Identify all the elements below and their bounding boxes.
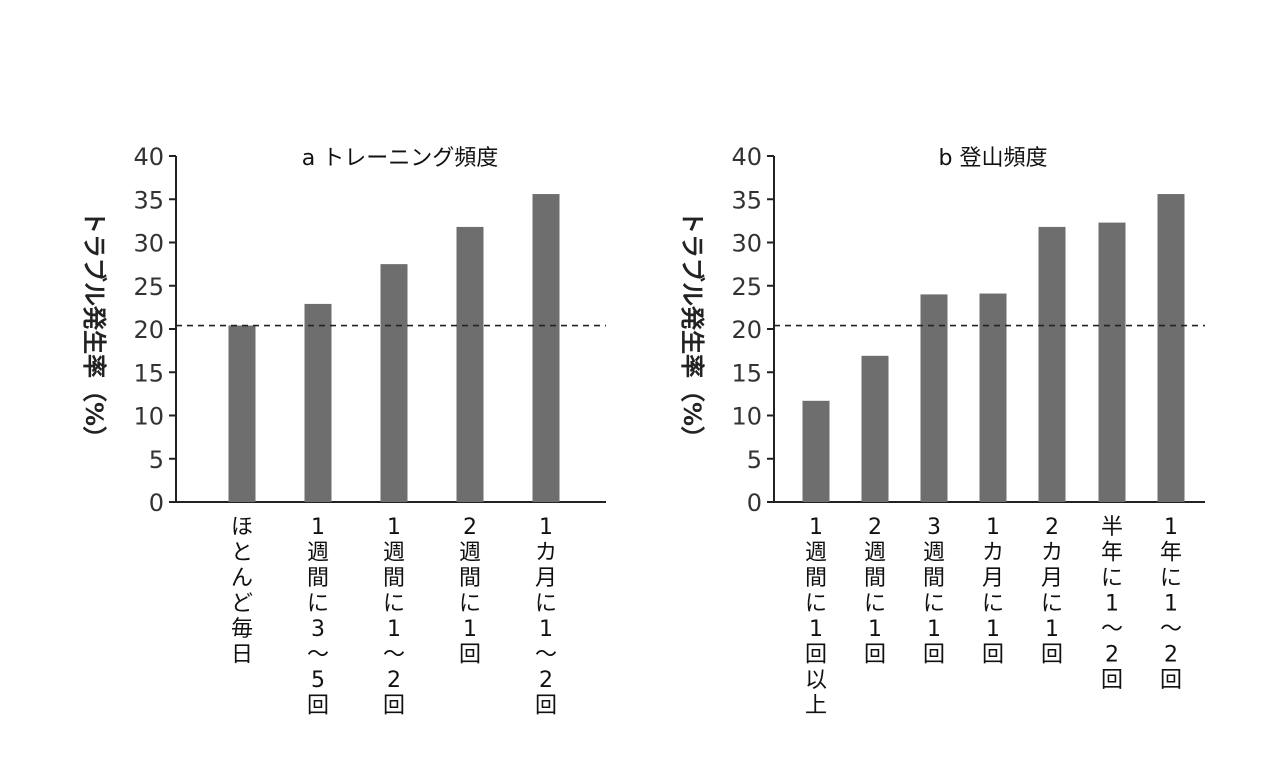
y-tick-label: 15 [133,359,164,387]
y-tick-label: 10 [731,403,762,431]
bar [802,400,830,502]
x-category-label: 3 週間に 1 回 [923,515,945,668]
y-tick-label: 5 [149,446,164,474]
y-tick-label: 5 [747,446,762,474]
x-category-label: 2 カ月に 1 回 [1041,515,1063,668]
bar [304,303,332,502]
x-category-label: 1 年に 1 ～ 2 回 [1160,515,1182,693]
bar [920,294,948,502]
bar [979,293,1007,502]
y-axis-label: トラブル発生率（%） [678,210,706,450]
chart-panel-training: a トレーニング頻度 トラブル発生率（%） 0 5 10 15 20 25 30 35 40 ほと… [80,143,606,719]
chart-title: b 登山頻度 [939,146,1048,171]
x-category-label: ほとんど毎日 [231,515,253,668]
y-tick-label: 40 [133,143,164,171]
bar [380,264,408,502]
y-tick-label: 30 [133,230,164,258]
chart-title: a トレーニング頻度 [302,146,498,171]
y-tick-label: 25 [731,273,762,301]
y-tick-label: 25 [133,273,164,301]
y-tick-label: 20 [133,316,164,344]
y-tick-label: 20 [731,316,762,344]
x-category-label: 1 週間に 1 ～ 2 回 [383,515,405,719]
y-tick-label: 15 [731,359,762,387]
bar [1098,222,1126,503]
x-category-label: 1 週間に 3 ～ 5 回 [307,515,329,719]
chart-panel-climbing: b 登山頻度 トラブル発生率（%） 0 5 10 15 20 25 30 35 40 1 週間に 1 回… [678,143,1205,719]
bar [228,325,256,502]
x-category-label: 1 カ月に 1 回 [982,515,1004,668]
bar [1157,194,1185,502]
y-tick-label: 40 [731,143,762,171]
bar [1038,226,1066,502]
x-category-label: 半年に 1 ～ 2 回 [1101,515,1123,693]
bar [861,355,889,502]
x-category-label: 1 カ月に 1 ～ 2 回 [535,515,557,719]
y-tick-label: 0 [149,489,164,517]
x-category-label: 2 週間に 1 回 [864,515,886,668]
y-tick-label: 0 [747,489,762,517]
x-category-label: 1 週間に 1 回以上 [805,515,827,719]
y-axis-label: トラブル発生率（%） [80,210,108,450]
bar [532,194,560,502]
bar [456,226,484,502]
y-tick-label: 30 [731,230,762,258]
y-tick-label: 10 [133,403,164,431]
y-tick-label: 35 [731,186,762,214]
y-tick-label: 35 [133,186,164,214]
x-category-label: 2 週間に 1 回 [459,515,481,668]
